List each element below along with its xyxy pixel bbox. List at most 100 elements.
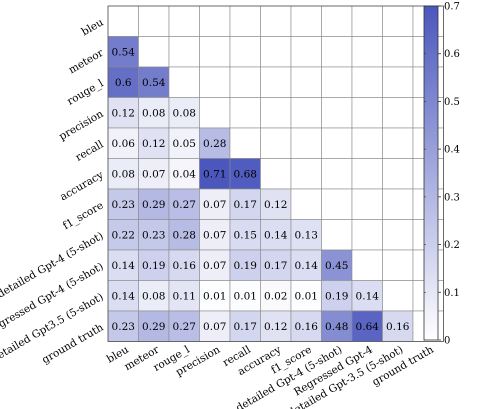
heatmap-cell xyxy=(229,127,261,159)
cell-value: 0.13 xyxy=(295,230,318,242)
cell-value: 0.08 xyxy=(142,108,165,120)
heatmap-cell xyxy=(321,188,353,220)
heatmap-cell xyxy=(107,219,139,251)
cell-value: 0.07 xyxy=(203,199,226,211)
cell-value: 0.08 xyxy=(112,169,135,181)
heatmap-cell xyxy=(382,219,414,251)
heatmap-cell xyxy=(229,97,261,129)
heatmap-cell xyxy=(138,158,170,190)
heatmap-cell xyxy=(321,36,353,68)
cell-value: 0.08 xyxy=(173,108,196,120)
colorbar xyxy=(423,5,439,341)
colorbar-tick-label: 0.5 xyxy=(444,97,460,108)
y-tick-label: rouge_l xyxy=(65,77,106,108)
cell-value: 0.27 xyxy=(173,199,196,211)
y-tick-label: bleu xyxy=(80,16,106,38)
y-tick-label: accuracy xyxy=(58,169,106,203)
heatmap-cell xyxy=(382,188,414,220)
heatmap-cell xyxy=(199,310,231,342)
colorbar-tick-label: 0.7 xyxy=(444,2,460,13)
heatmap-cell xyxy=(199,158,231,190)
cell-value: 0.07 xyxy=(203,230,226,242)
cell-value: 0.01 xyxy=(295,291,318,303)
cell-value: 0.08 xyxy=(142,291,165,303)
cell-value: 0.12 xyxy=(264,199,287,211)
cell-value: 0.23 xyxy=(112,321,135,333)
heatmap-cell xyxy=(229,36,261,68)
cell-value: 0.68 xyxy=(234,169,257,181)
heatmap-cell xyxy=(382,249,414,281)
heatmap-cell xyxy=(138,188,170,220)
heatmap-cell xyxy=(229,5,261,37)
cell-value: 0.28 xyxy=(173,230,196,242)
heatmap-cell xyxy=(290,66,322,98)
cell-value: 0.64 xyxy=(356,321,380,333)
cell-value: 0.14 xyxy=(356,291,380,303)
heatmap-cell xyxy=(260,280,292,312)
heatmap-cell xyxy=(260,158,292,190)
cell-value: 0.48 xyxy=(325,321,348,333)
heatmap-cell xyxy=(260,97,292,129)
cell-value: 0.23 xyxy=(112,199,135,211)
heatmap-cell xyxy=(382,66,414,98)
heatmap-cell xyxy=(199,97,231,129)
heatmap-cell xyxy=(351,36,383,68)
heatmap-cell xyxy=(351,249,383,281)
heatmap-cell xyxy=(290,5,322,37)
colorbar-tick-label: 0.6 xyxy=(444,49,460,60)
cell-value: 0.04 xyxy=(173,169,197,181)
cell-value: 0.01 xyxy=(234,291,257,303)
colorbar-tick-label: 0.1 xyxy=(444,288,460,299)
heatmap-cell xyxy=(107,36,139,68)
cell-value: 0.02 xyxy=(264,291,287,303)
cell-value: 0.19 xyxy=(234,260,257,272)
heatmap-cell xyxy=(260,36,292,68)
heatmap-cell xyxy=(199,249,231,281)
heatmap-cell xyxy=(382,158,414,190)
cell-value: 0.23 xyxy=(142,230,165,242)
cell-value: 0.17 xyxy=(234,199,257,211)
heatmap-cell xyxy=(138,36,170,68)
heatmap-cell xyxy=(382,127,414,159)
cell-value: 0.11 xyxy=(173,291,196,303)
heatmap-cell xyxy=(290,127,322,159)
heatmap-cell xyxy=(138,280,170,312)
colorbar-tick-label: 0.2 xyxy=(444,240,460,251)
cell-value: 0.16 xyxy=(173,260,197,272)
cell-value: 0.17 xyxy=(234,321,257,333)
y-tick-label: f1_score xyxy=(61,199,106,232)
heatmap-cell xyxy=(382,280,414,312)
cell-value: 0.54 xyxy=(142,77,166,89)
cell-value: 0.14 xyxy=(112,291,136,303)
heatmap-cell xyxy=(351,5,383,37)
cell-value: 0.07 xyxy=(203,260,226,272)
cell-value: 0.12 xyxy=(264,321,287,333)
heatmap-cell xyxy=(199,127,231,159)
heatmap-cell xyxy=(107,5,139,37)
heatmap-cell xyxy=(351,127,383,159)
heatmap-cell xyxy=(321,158,353,190)
cell-value: 0.06 xyxy=(112,138,136,150)
cell-value: 0.45 xyxy=(325,260,348,272)
heatmap-cell xyxy=(290,36,322,68)
heatmap-cell xyxy=(351,158,383,190)
y-tick-label: recall xyxy=(73,138,106,164)
cell-value: 0.54 xyxy=(112,47,136,59)
heatmap-cell xyxy=(382,97,414,129)
heatmap-cell xyxy=(351,310,383,342)
heatmap-cell xyxy=(229,66,261,98)
heatmap-cell xyxy=(382,5,414,37)
heatmap-cell xyxy=(290,158,322,190)
cell-value: 0.22 xyxy=(112,230,135,242)
heatmap-cell xyxy=(351,280,383,312)
cell-value: 0.17 xyxy=(264,260,287,272)
heatmap-cell xyxy=(199,5,231,37)
heatmap-cell xyxy=(168,249,200,281)
cell-value: 0.71 xyxy=(203,169,226,181)
heatmap-cell xyxy=(107,188,139,220)
cell-value: 0.16 xyxy=(386,321,410,333)
cell-value: 0.01 xyxy=(203,291,226,303)
cell-value: 0.6 xyxy=(115,77,132,89)
y-tick-label: precision xyxy=(57,108,106,143)
